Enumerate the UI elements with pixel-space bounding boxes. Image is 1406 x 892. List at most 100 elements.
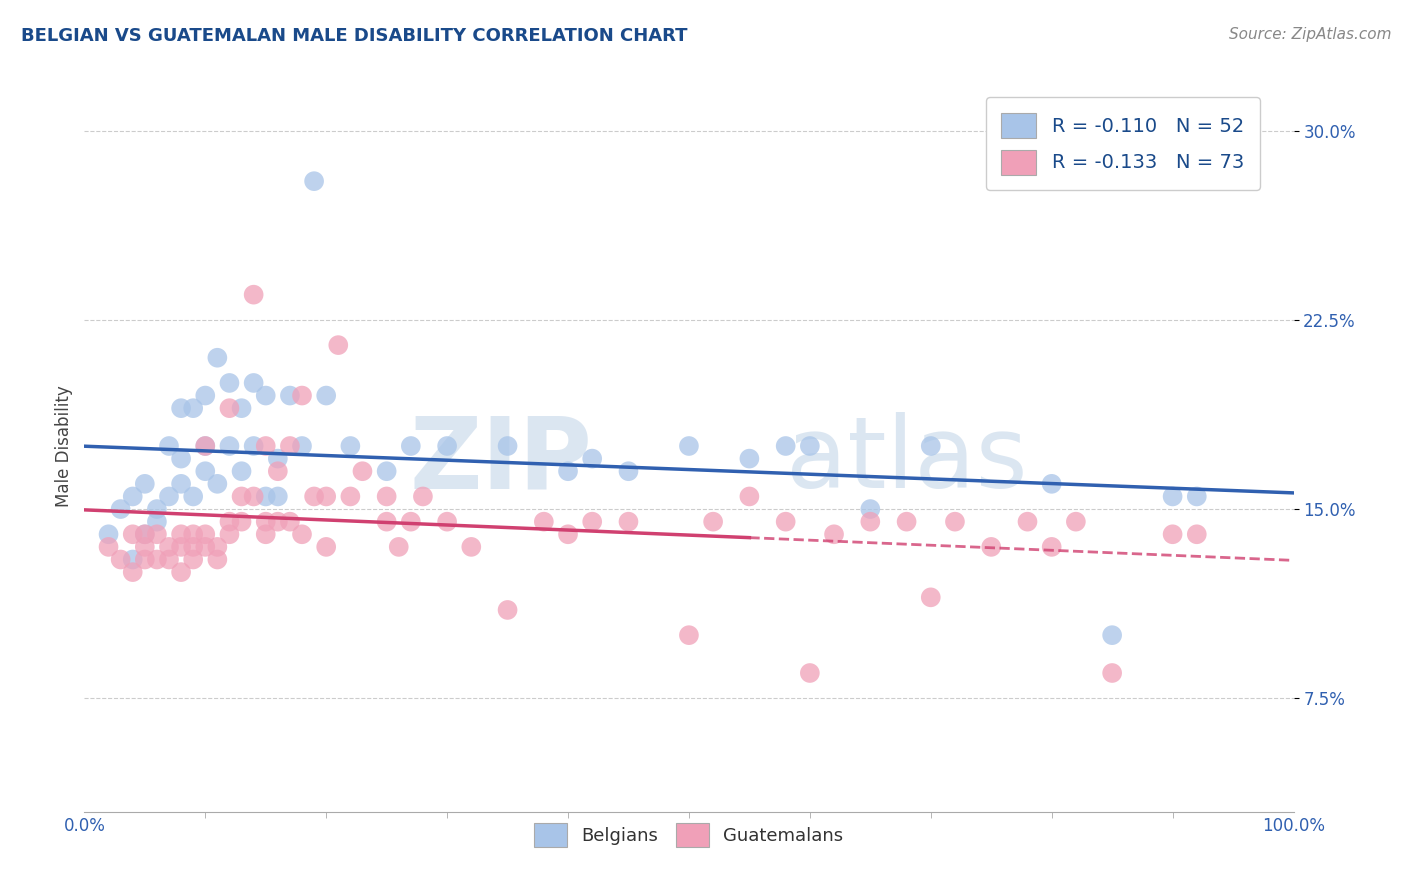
Point (496, 439, 519, 453)
Point (823, 527, 845, 541)
Point (134, 527, 156, 541)
Text: atlas: atlas (786, 412, 1028, 509)
Point (121, 527, 143, 541)
Point (218, 439, 240, 453)
Point (388, 540, 411, 554)
Point (267, 490, 290, 504)
Point (181, 552, 204, 566)
Point (799, 439, 821, 453)
Point (254, 439, 277, 453)
Point (242, 490, 264, 504)
Point (97, 540, 120, 554)
Point (242, 376, 264, 390)
Point (496, 603, 519, 617)
Point (557, 527, 579, 541)
Point (231, 515, 253, 529)
Point (278, 439, 301, 453)
Point (146, 552, 169, 566)
Point (218, 527, 240, 541)
Point (980, 540, 1002, 554)
Point (242, 439, 264, 453)
Point (207, 552, 229, 566)
Point (436, 439, 458, 453)
Point (375, 515, 398, 529)
Point (1101, 628, 1123, 642)
Point (267, 515, 290, 529)
Point (799, 665, 821, 680)
Point (399, 439, 422, 453)
Point (339, 490, 361, 504)
Point (121, 490, 143, 504)
Point (134, 476, 156, 491)
Point (254, 490, 277, 504)
Point (194, 439, 217, 453)
Point (328, 338, 350, 352)
Point (1161, 527, 1184, 541)
Point (291, 527, 314, 541)
Point (533, 515, 555, 529)
Point (315, 540, 337, 554)
Point (170, 565, 193, 579)
Point (436, 515, 458, 529)
Point (194, 464, 217, 478)
Point (267, 464, 290, 478)
Point (775, 439, 797, 453)
Point (859, 502, 882, 516)
Point (1185, 490, 1208, 504)
Point (1064, 515, 1087, 529)
Point (702, 515, 724, 529)
Point (207, 351, 229, 365)
Point (267, 451, 290, 466)
Point (278, 515, 301, 529)
Point (302, 174, 325, 188)
Point (146, 527, 169, 541)
Point (557, 464, 579, 478)
Point (678, 439, 700, 453)
Point (738, 490, 761, 504)
Point (134, 527, 156, 541)
Point (110, 552, 132, 566)
Point (291, 388, 314, 402)
Point (375, 464, 398, 478)
Point (339, 439, 361, 453)
Point (121, 552, 143, 566)
Point (943, 515, 966, 529)
Point (170, 476, 193, 491)
Point (121, 565, 143, 579)
Point (157, 552, 180, 566)
Point (375, 490, 398, 504)
Point (207, 540, 229, 554)
Point (1161, 490, 1184, 504)
Point (170, 527, 193, 541)
Point (278, 388, 301, 402)
Point (134, 540, 156, 554)
Point (157, 490, 180, 504)
Legend: Belgians, Guatemalans: Belgians, Guatemalans (527, 816, 851, 854)
Point (678, 628, 700, 642)
Point (460, 540, 482, 554)
Point (302, 490, 325, 504)
Point (581, 451, 603, 466)
Point (194, 439, 217, 453)
Point (170, 540, 193, 554)
Point (920, 591, 942, 605)
Point (207, 476, 229, 491)
Point (218, 515, 240, 529)
Point (1040, 540, 1063, 554)
Point (1185, 527, 1208, 541)
Point (859, 515, 882, 529)
Point (231, 490, 253, 504)
Point (254, 527, 277, 541)
Point (181, 540, 204, 554)
Point (1017, 515, 1039, 529)
Point (181, 401, 204, 416)
Point (181, 490, 204, 504)
Point (134, 552, 156, 566)
Point (146, 515, 169, 529)
Point (1101, 665, 1123, 680)
Point (412, 490, 434, 504)
Y-axis label: Male Disability: Male Disability (55, 385, 73, 507)
Point (181, 527, 204, 541)
Point (920, 439, 942, 453)
Text: Source: ZipAtlas.com: Source: ZipAtlas.com (1229, 27, 1392, 42)
